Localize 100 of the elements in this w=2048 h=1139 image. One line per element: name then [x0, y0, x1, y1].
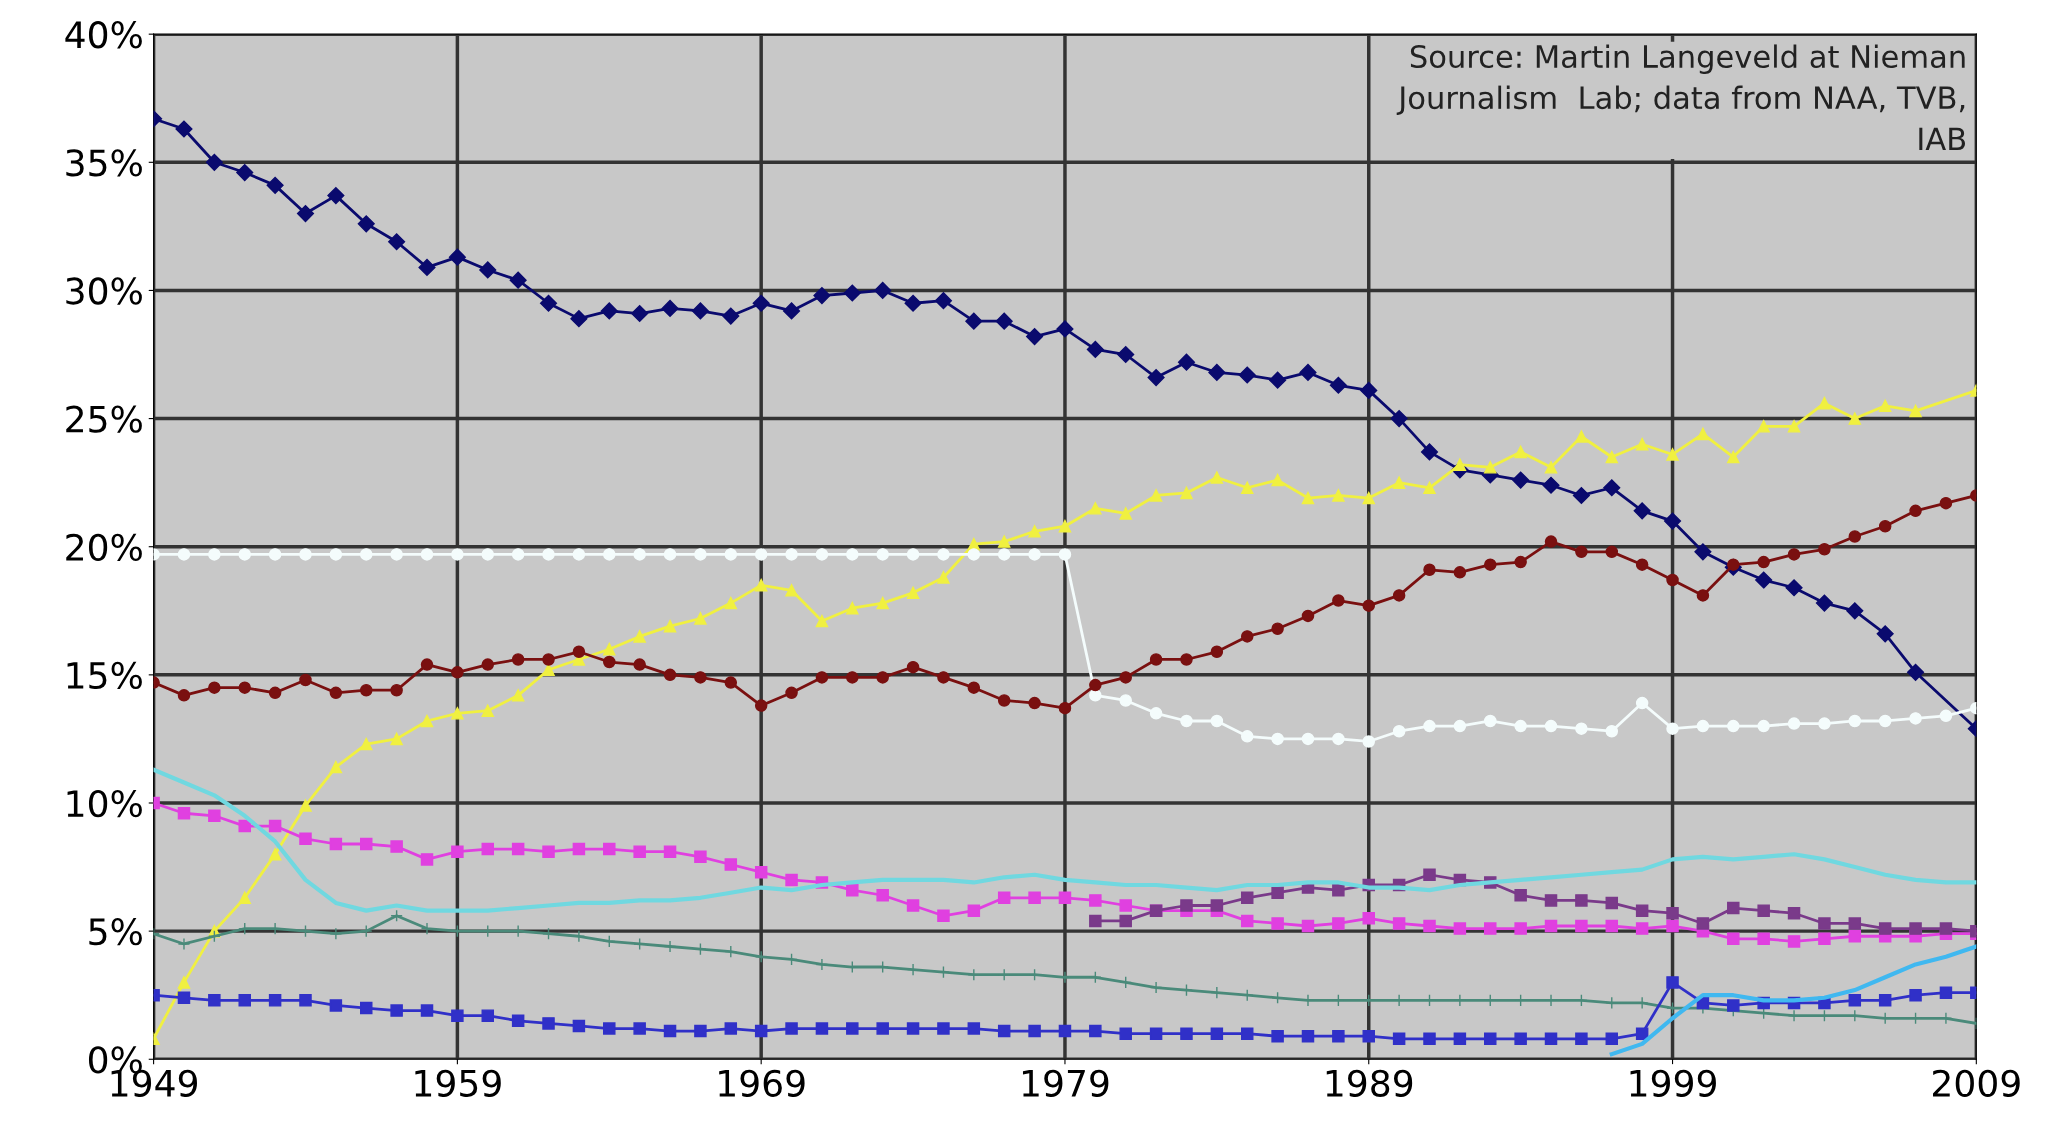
point	[1818, 396, 1831, 410]
point	[1028, 525, 1041, 538]
point	[451, 707, 464, 720]
point	[479, 261, 497, 279]
point	[175, 120, 193, 138]
point	[937, 571, 950, 584]
point	[1635, 904, 1649, 917]
y-tick-label: 25%	[66, 405, 142, 433]
point	[1542, 476, 1560, 494]
point	[357, 215, 375, 233]
point	[1909, 404, 1922, 418]
point	[1663, 512, 1682, 530]
point	[876, 596, 889, 610]
point	[1299, 363, 1317, 382]
x-tick-label: 1959	[415, 1069, 501, 1097]
point	[1787, 420, 1801, 433]
y-tick-label: 10%	[67, 789, 142, 818]
point	[1420, 443, 1439, 461]
point	[722, 307, 740, 325]
point	[1755, 571, 1773, 589]
x-tick-label: 1999	[1630, 1069, 1716, 1097]
point	[1846, 602, 1864, 620]
point	[691, 302, 709, 320]
point	[1026, 328, 1044, 346]
point	[1086, 340, 1104, 358]
point	[238, 891, 251, 905]
point	[1605, 450, 1619, 464]
point	[1603, 479, 1621, 497]
point	[1666, 906, 1679, 920]
point	[1301, 491, 1315, 505]
point	[1147, 369, 1165, 387]
point	[1727, 901, 1740, 915]
point	[1514, 445, 1527, 459]
point	[1907, 663, 1925, 681]
point	[1238, 366, 1256, 384]
point	[785, 584, 798, 597]
line-series	[1609, 944, 1977, 1057]
point	[1787, 906, 1801, 920]
point	[1815, 594, 1833, 612]
point	[661, 299, 679, 317]
point	[1848, 412, 1862, 425]
point	[1058, 519, 1072, 533]
point	[1572, 486, 1590, 505]
point	[1696, 427, 1710, 441]
x-tick-label: 1979	[1022, 1069, 1109, 1097]
point	[1785, 579, 1803, 597]
point	[843, 284, 861, 302]
point	[390, 732, 403, 746]
point	[1210, 899, 1224, 912]
point	[1757, 904, 1770, 917]
point	[904, 294, 922, 312]
point	[1453, 458, 1467, 471]
point	[1544, 461, 1558, 474]
y-tick-label: 20%	[66, 533, 142, 561]
point	[1666, 448, 1679, 461]
x-tick-label: 1969	[719, 1069, 805, 1097]
point	[1089, 914, 1102, 928]
point	[511, 689, 525, 702]
point	[418, 258, 436, 276]
point	[236, 164, 254, 182]
point	[1818, 917, 1831, 930]
point	[327, 187, 345, 205]
point	[1210, 471, 1224, 484]
point	[481, 704, 495, 717]
point	[296, 205, 315, 223]
point	[1512, 471, 1530, 489]
point	[420, 714, 434, 728]
point	[1575, 430, 1588, 443]
annotation: Source: Martin Langeveld at Nieman Journalism Lab; data from NAA, TVB, IAB	[1396, 44, 1966, 150]
point	[724, 596, 738, 610]
point	[205, 153, 223, 171]
point	[603, 642, 616, 656]
point	[1180, 486, 1193, 500]
point	[1117, 345, 1135, 364]
point	[1119, 507, 1132, 520]
point	[1362, 491, 1375, 505]
point	[1240, 481, 1254, 495]
point	[600, 302, 618, 320]
point	[1271, 473, 1284, 487]
point	[1605, 896, 1619, 910]
point	[1180, 899, 1193, 912]
point	[1423, 868, 1436, 882]
point	[268, 847, 282, 861]
point	[1514, 889, 1527, 902]
point	[1694, 543, 1712, 561]
point	[934, 292, 952, 310]
point	[1240, 891, 1254, 905]
point	[388, 233, 406, 251]
point	[846, 601, 859, 615]
point	[965, 312, 983, 330]
point	[1727, 450, 1740, 464]
point	[1329, 376, 1347, 394]
point	[1484, 461, 1497, 474]
point	[329, 760, 343, 774]
point	[1177, 353, 1196, 371]
point	[1423, 481, 1436, 495]
point	[570, 310, 588, 328]
point	[997, 535, 1011, 548]
point	[813, 287, 831, 305]
x-tick-label: 2009	[1933, 1069, 2020, 1097]
